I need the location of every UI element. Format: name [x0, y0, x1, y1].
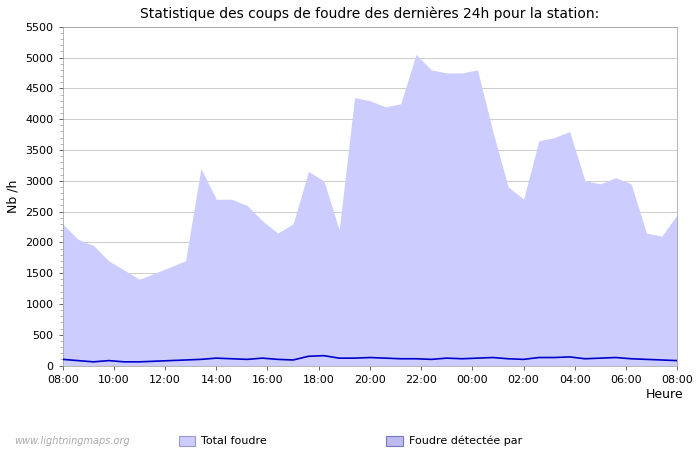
Legend: Total foudre, Moyenne de toutes les stations, Foudre détectée par: Total foudre, Moyenne de toutes les stat…: [178, 436, 522, 450]
Text: www.lightningmaps.org: www.lightningmaps.org: [14, 436, 130, 446]
Y-axis label: Nb /h: Nb /h: [7, 180, 20, 213]
Title: Statistique des coups de foudre des dernières 24h pour la station:: Statistique des coups de foudre des dern…: [140, 7, 599, 22]
Text: Heure: Heure: [645, 387, 683, 400]
